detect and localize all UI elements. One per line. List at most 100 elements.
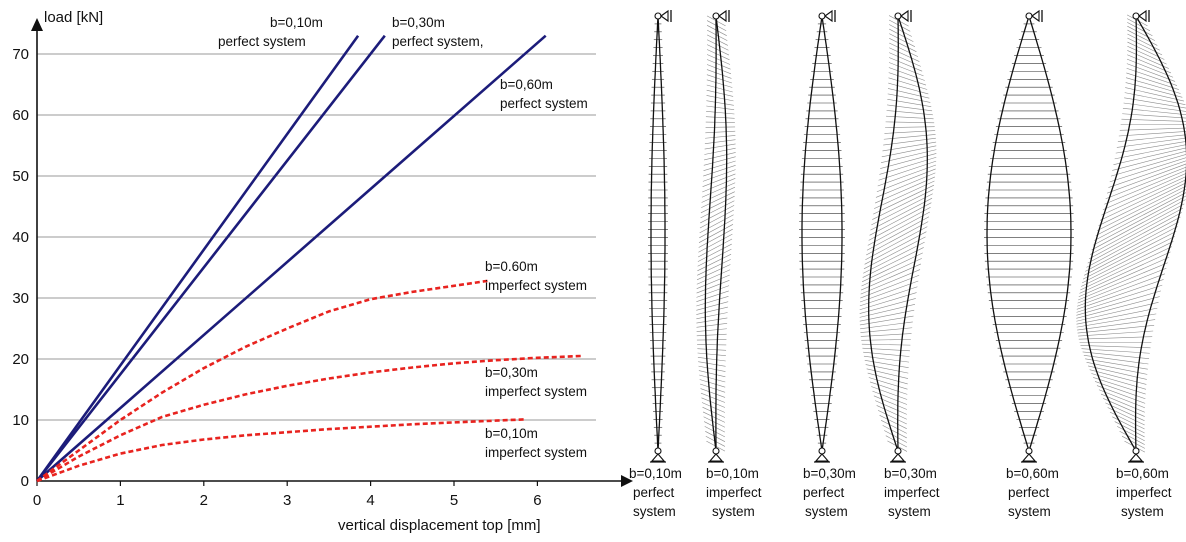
stress-hatch: [860, 321, 913, 330]
fixed-support-icon: [708, 453, 724, 462]
stress-hatch: [702, 178, 736, 193]
stress-hatch: [705, 121, 735, 123]
stress-hatch: [706, 95, 734, 102]
stress-hatch: [706, 54, 731, 65]
annotation-i010-line2: imperfect system: [485, 445, 587, 460]
stress-hatch: [889, 52, 921, 67]
stress-hatch: [704, 143, 736, 150]
stress-hatch: [706, 105, 735, 110]
stress-hatch: [696, 312, 728, 320]
column-outline-right: [1028, 15, 1072, 452]
y-axis-arrow: [31, 18, 43, 31]
stress-hatch: [696, 328, 727, 332]
y-tick-label: 60: [12, 107, 29, 124]
stress-hatch: [865, 226, 928, 260]
stress-hatch: [888, 82, 929, 95]
stress-hatch: [1124, 92, 1186, 105]
stress-hatch: [1088, 207, 1184, 260]
stress-hatch: [706, 25, 727, 36]
stress-hatch: [1127, 25, 1156, 41]
stress-hatch: [1126, 67, 1178, 86]
annotation-p060-line1: b=0,60m: [500, 77, 553, 92]
stress-hatch: [706, 59, 731, 70]
stress-hatch: [701, 402, 726, 413]
stress-hatch: [1122, 108, 1186, 116]
caption-3-line2: perfect: [803, 485, 845, 500]
x-tick-label: 4: [366, 492, 374, 509]
stress-hatch: [1087, 212, 1182, 264]
stress-hatch: [888, 19, 911, 32]
stress-hatch: [879, 415, 907, 429]
stress-hatch: [696, 274, 730, 289]
column-outline-right: [821, 15, 843, 452]
stress-hatch: [869, 381, 908, 395]
pin-icon: [654, 447, 662, 455]
stress-hatch: [698, 238, 733, 258]
stress-hatch: [706, 111, 735, 115]
stress-hatch: [1076, 290, 1162, 316]
stress-hatch: [698, 224, 734, 243]
series-line-i060: [36, 279, 488, 483]
stress-hatch: [861, 343, 911, 346]
caption-2-line2: imperfect: [706, 485, 762, 500]
column-outline-right: [1134, 15, 1186, 452]
caption-6-line3: system: [1121, 504, 1164, 519]
stress-hatch: [706, 49, 730, 61]
stress-hatch: [704, 147, 736, 155]
annotation-i060-line2: imperfect system: [485, 278, 587, 293]
stress-hatch: [859, 286, 918, 307]
stress-hatch: [701, 182, 736, 198]
stress-hatch: [696, 317, 728, 324]
stress-hatch: [700, 195, 735, 214]
pin-icon: [1132, 447, 1140, 455]
stress-hatch: [889, 38, 917, 52]
stress-hatch: [696, 306, 728, 315]
stress-hatch: [866, 368, 909, 379]
stress-hatch: [1082, 231, 1177, 280]
stress-hatch: [887, 88, 930, 99]
stress-hatch: [706, 89, 734, 97]
stress-hatch: [1119, 127, 1186, 131]
stress-hatch: [861, 258, 922, 287]
series-line-p030: [35, 34, 386, 482]
annotation-p030-line1: b=0,30m: [392, 15, 445, 30]
stress-hatch: [1084, 226, 1178, 276]
stress-hatch: [699, 219, 734, 239]
stress-hatch: [877, 410, 907, 425]
annotation-p060-line2: perfect system: [500, 96, 588, 111]
stress-hatch: [864, 231, 927, 265]
caption-5-line1: b=0,60m: [1006, 466, 1059, 481]
stress-hatch: [1076, 284, 1163, 313]
annotation-i030-line1: b=0,30m: [485, 365, 538, 380]
stress-hatch: [706, 34, 729, 46]
stress-hatch: [1114, 144, 1186, 160]
stress-hatch: [700, 388, 726, 398]
stress-hatch: [701, 191, 735, 208]
roller-support-icon: [1031, 9, 1040, 23]
fixed-support-icon: [650, 453, 666, 462]
caption-2-line3: system: [712, 504, 755, 519]
y-axis-title: load [kN]: [44, 9, 103, 26]
stress-hatch: [1076, 279, 1164, 310]
column-outline-left: [868, 15, 899, 452]
stress-hatch: [876, 405, 907, 420]
stress-hatch: [882, 425, 907, 439]
stress-hatch: [702, 411, 726, 423]
series-line-p010: [35, 34, 360, 482]
stress-hatch: [869, 202, 932, 236]
caption-1-line3: system: [633, 504, 676, 519]
stress-hatch: [862, 347, 910, 352]
gridlines: [37, 53, 596, 421]
stress-hatch: [1098, 389, 1146, 409]
stress-hatch: [1112, 150, 1186, 171]
stress-hatch: [703, 160, 736, 171]
tick-labels: 0 10 20 30 40 50 60 70 0 1 2 3 4 5 6: [12, 46, 541, 509]
stress-hatch: [1076, 302, 1159, 322]
stress-hatch: [704, 152, 736, 161]
stress-hatch: [1113, 147, 1186, 165]
stress-hatch: [705, 116, 735, 119]
stress-hatch: [696, 333, 727, 337]
stress-hatch: [698, 228, 733, 248]
stress-hatch: [888, 67, 925, 81]
stress-hatch: [1076, 313, 1157, 328]
